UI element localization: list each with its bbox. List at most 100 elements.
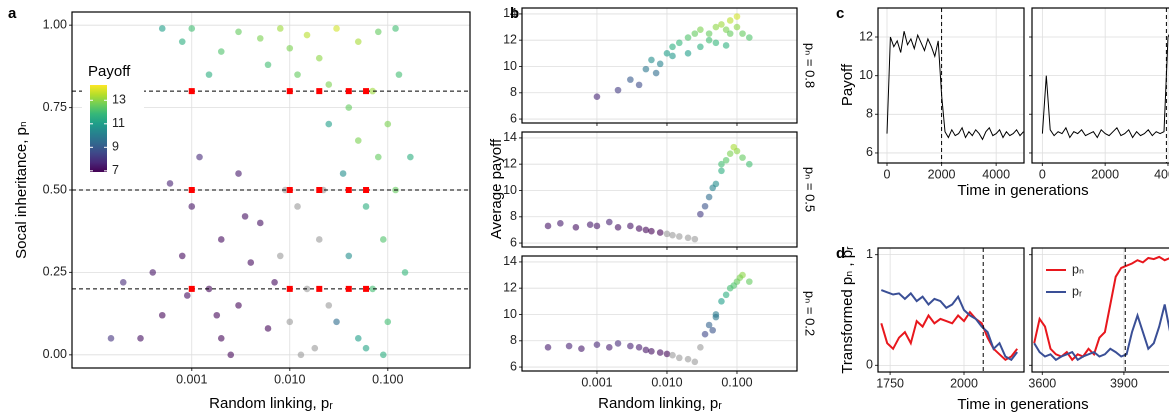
scatter-point <box>722 156 730 164</box>
scatter-point <box>642 226 650 234</box>
plot-background <box>878 248 1024 372</box>
plot-frame <box>877 7 1025 164</box>
x-tick-label: 0 <box>1039 167 1046 181</box>
highlight-marker <box>345 88 352 95</box>
x-tick-label: 0.001 <box>581 375 612 389</box>
scatter-point <box>276 25 284 32</box>
scatter-point <box>205 71 213 78</box>
scatter-point <box>264 325 272 332</box>
scatter-point <box>705 30 713 37</box>
scatter-point <box>684 355 692 363</box>
scatter-point <box>627 76 634 83</box>
scatter-point <box>675 233 683 240</box>
scatter-point <box>697 344 704 351</box>
scatter-point <box>746 278 753 285</box>
scatter-point <box>379 236 387 243</box>
plot-frame <box>71 11 471 369</box>
scatter-point <box>648 227 655 235</box>
x-tick-label: 2000 <box>1091 167 1119 181</box>
scatter-point <box>684 34 692 41</box>
plot-frame <box>521 7 798 124</box>
scatter-point <box>149 269 157 276</box>
x-tick-label: 0 <box>884 167 891 181</box>
scatter-point <box>544 344 552 351</box>
y-tick-label: 14 <box>503 6 517 20</box>
x-tick-label: 0.100 <box>721 375 752 389</box>
scatter-point <box>675 354 683 362</box>
scatter-point <box>333 25 340 32</box>
x-tick-label: 1750 <box>876 376 904 390</box>
scatter-point <box>339 170 347 177</box>
y-tick-label: 10 <box>503 307 517 321</box>
scatter-point <box>705 36 713 44</box>
scatter-point <box>256 35 264 42</box>
scatter-point <box>656 349 664 356</box>
scatter-point <box>746 34 753 41</box>
y-tick-label: 0.75 <box>43 100 67 114</box>
colorbar <box>90 85 107 172</box>
legend-label: pᵣ <box>1072 284 1082 298</box>
series-line <box>886 31 1024 141</box>
y-axis-title: Payoff <box>839 63 856 106</box>
x-axis-title: Random linking, pᵣ <box>598 395 722 412</box>
highlight-marker <box>363 187 370 193</box>
scatter-point <box>718 298 725 305</box>
scatter-point <box>217 236 225 243</box>
x-axis-title: Random linking, pᵣ <box>209 395 333 412</box>
scatter-point <box>311 344 319 352</box>
y-tick-label: 10 <box>503 183 517 197</box>
plot-area <box>593 13 753 101</box>
plot-area <box>1033 248 1169 372</box>
x-tick-label: 2000 <box>928 167 956 181</box>
facet-strip-label: pₙ = 0.8 <box>803 43 818 88</box>
scatter-point <box>264 61 272 69</box>
x-tick-label: 4000 <box>1154 167 1169 181</box>
y-tick-label: 6 <box>510 111 517 125</box>
scatter-point <box>325 120 333 128</box>
scatter-point <box>614 340 622 347</box>
plot-background <box>522 132 797 247</box>
scatter-point <box>648 56 655 64</box>
scatter-point <box>354 335 362 342</box>
y-tick-label: 8 <box>510 333 517 347</box>
scatter-point <box>241 213 249 220</box>
scatter-point <box>656 229 664 236</box>
scatter-point <box>227 351 235 359</box>
scatter-point <box>739 30 746 37</box>
plot-background <box>1032 248 1169 372</box>
y-tick-label: 0 <box>866 358 873 372</box>
scatter-point <box>746 160 753 168</box>
highlight-marker <box>188 187 195 193</box>
scatter-point <box>196 153 203 161</box>
legend-label: pₙ <box>1072 262 1084 276</box>
scatter-point <box>325 302 333 309</box>
y-tick-label: 8 <box>510 209 517 223</box>
scatter-point <box>276 252 284 260</box>
scatter-point <box>158 311 166 319</box>
scatter-point <box>718 21 725 28</box>
scatter-point <box>675 39 683 47</box>
scatter-point <box>354 38 362 45</box>
y-tick-label: 8 <box>510 85 517 99</box>
scatter-point <box>697 43 704 51</box>
y-tick-label: 14 <box>503 130 517 144</box>
scatter-point <box>730 143 738 151</box>
scatter-point <box>736 274 744 281</box>
scatter-point <box>235 28 242 36</box>
highlight-marker <box>188 285 195 292</box>
colorbar-tick-label: 9 <box>112 140 119 154</box>
scatter-point <box>684 234 692 242</box>
scatter-point <box>701 330 709 338</box>
scatter-point <box>627 342 634 350</box>
y-tick-label: 14 <box>503 254 517 268</box>
y-axis-title: Transformed pₙ , pᵣ <box>839 246 856 374</box>
scatter-point <box>205 285 213 293</box>
y-tick-label: 1.00 <box>43 17 67 31</box>
scatter-point <box>315 236 323 243</box>
y-tick-label: 12 <box>503 32 517 46</box>
y-tick-label: 10 <box>503 59 517 73</box>
scatter-point <box>656 60 664 68</box>
x-tick-label: 3600 <box>1028 376 1056 390</box>
scatter-point <box>709 326 716 334</box>
